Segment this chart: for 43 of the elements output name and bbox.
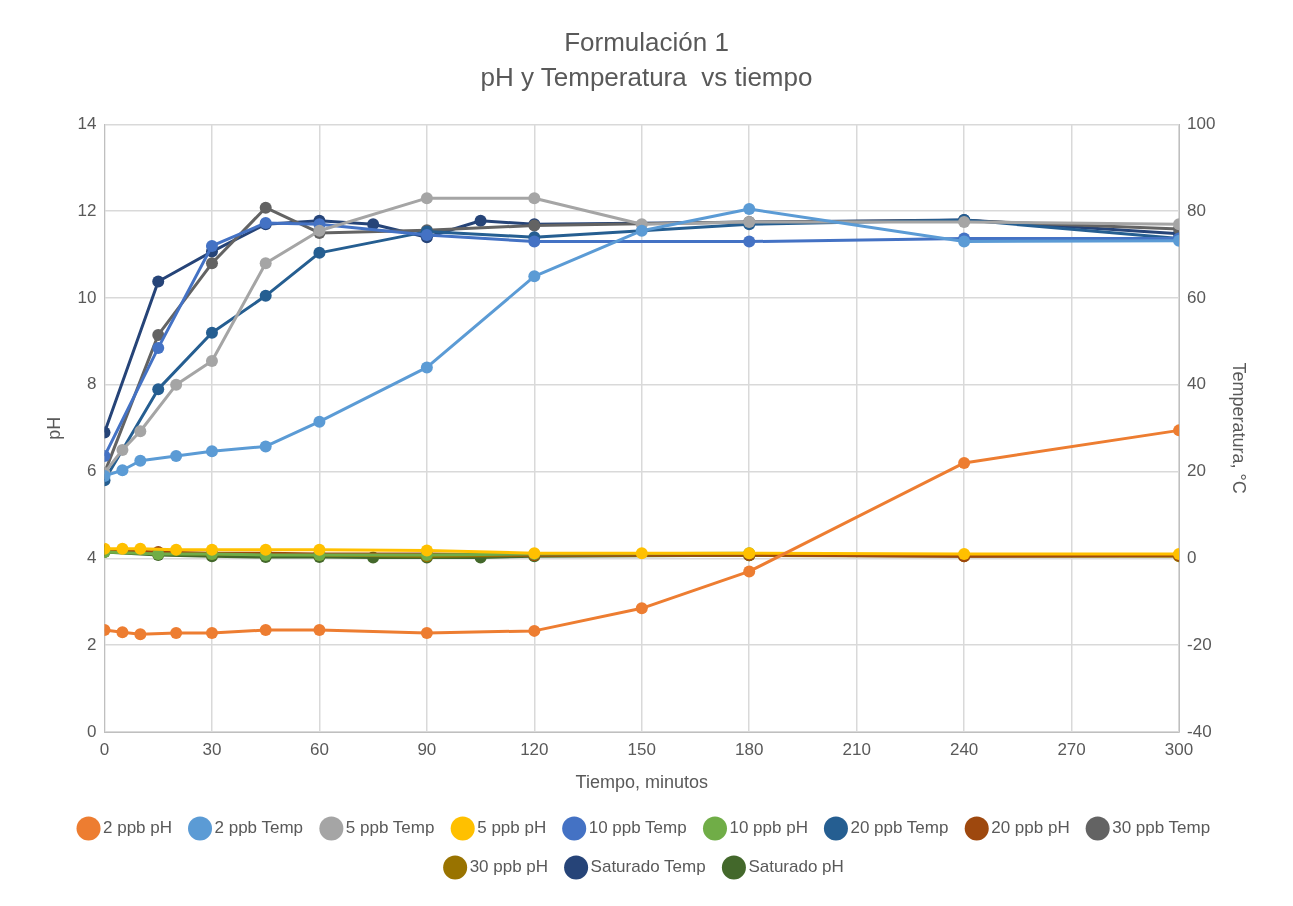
y-axis-title: pH — [43, 416, 64, 440]
y-tick-label: 0 — [87, 721, 97, 741]
x-tick-label: 120 — [520, 739, 549, 759]
legend-label: 5 ppb pH — [477, 818, 547, 838]
x-tick-label: 270 — [1057, 739, 1086, 759]
x-tick-label: 30 — [202, 739, 222, 759]
y2-tick-label: 20 — [1187, 461, 1206, 481]
legend-label: 10 ppb Temp — [588, 818, 687, 838]
chart-subtitle: pH y Temperatura vs tiempo — [480, 61, 813, 92]
y2-tick-label: 100 — [1187, 114, 1216, 134]
y2-tick-label: 0 — [1187, 548, 1197, 568]
y-tick-label: 10 — [77, 287, 97, 307]
x-axis-title: Tiempo, minutos — [575, 772, 708, 793]
y-tick-label: 4 — [87, 548, 97, 568]
x-tick-label: 210 — [842, 739, 871, 759]
legend-label: Saturado Temp — [590, 857, 706, 877]
legend-label: 20 ppb Temp — [850, 818, 949, 838]
y-tick-label: 8 — [87, 374, 97, 394]
x-tick-label: 150 — [627, 739, 656, 759]
x-tick-label: 90 — [417, 739, 437, 759]
y-tick-label: 2 — [87, 634, 97, 654]
legend-label: 2 ppb pH — [103, 818, 173, 838]
legend-label: 2 ppb Temp — [214, 818, 304, 838]
x-tick-label: 240 — [949, 739, 979, 759]
y2-tick-label: -20 — [1187, 634, 1212, 654]
y-tick-label: 12 — [77, 200, 97, 220]
y-tick-label: 14 — [77, 114, 97, 134]
legend-label: 5 ppb Temp — [345, 818, 435, 838]
chart-title: Formulación 1 — [564, 26, 729, 57]
x-tick-label: 60 — [309, 739, 329, 759]
legend-label: Saturado pH — [748, 857, 844, 877]
y2-tick-label: 80 — [1187, 200, 1206, 220]
y-tick-label: 6 — [87, 461, 97, 481]
y2-tick-label: 40 — [1187, 374, 1206, 394]
legend-label: 30 ppb Temp — [1112, 818, 1211, 838]
x-tick-label: 180 — [735, 739, 764, 759]
legend-label: 10 ppb pH — [729, 818, 808, 838]
legend-label: 30 ppb pH — [469, 857, 549, 877]
x-tick-label: 300 — [1164, 739, 1194, 759]
legend-label: 20 ppb pH — [991, 818, 1070, 838]
y2-axis-title: Temperatura, °C — [1229, 362, 1250, 494]
y2-tick-label: 60 — [1187, 287, 1206, 307]
y2-tick-label: -40 — [1187, 721, 1212, 741]
